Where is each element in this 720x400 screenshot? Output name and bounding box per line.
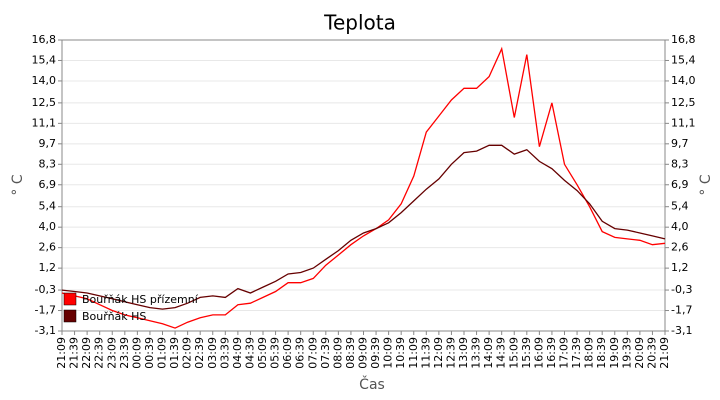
y-tick-label: 1,2 bbox=[39, 261, 57, 274]
y2-tick-label: 12,5 bbox=[671, 96, 696, 109]
x-tick-label: 05:39 bbox=[269, 337, 282, 369]
x-tick-label: 03:39 bbox=[218, 337, 231, 369]
y2-tick-label: 6,9 bbox=[671, 178, 689, 191]
x-tick-label: 17:39 bbox=[570, 337, 583, 369]
y-tick-label: 6,9 bbox=[39, 178, 57, 191]
x-tick-label: 21:39 bbox=[68, 337, 81, 369]
y2-tick-label: 5,4 bbox=[671, 200, 689, 213]
y2-tick-label: 1,2 bbox=[671, 261, 689, 274]
y-tick-label: 15,4 bbox=[32, 53, 57, 66]
x-tick-label: 22:39 bbox=[93, 337, 106, 369]
x-tick-label: 13:09 bbox=[457, 337, 470, 369]
x-tick-label: 08:39 bbox=[344, 337, 357, 369]
legend-label: Bouřňák HS bbox=[82, 310, 146, 323]
x-tick-label: 16:39 bbox=[545, 337, 558, 369]
y-tick-label: 2,6 bbox=[39, 241, 57, 254]
x-tick-label: 19:09 bbox=[608, 337, 621, 369]
x-tick-label: 08:09 bbox=[331, 337, 344, 369]
x-tick-label: 20:09 bbox=[633, 337, 646, 369]
x-tick-label: 18:09 bbox=[583, 337, 596, 369]
y2-tick-label: 14,0 bbox=[671, 74, 696, 87]
x-tick-label: 15:09 bbox=[507, 337, 520, 369]
x-tick-label: 18:39 bbox=[595, 337, 608, 369]
x-tick-label: 07:09 bbox=[306, 337, 319, 369]
y-tick-label: 4,0 bbox=[39, 220, 57, 233]
x-tick-label: 02:09 bbox=[181, 337, 194, 369]
series-line bbox=[61, 144, 666, 310]
x-tick-label: 21:09 bbox=[658, 337, 671, 369]
x-tick-label: 21:09 bbox=[55, 337, 68, 369]
x-tick-label: 11:39 bbox=[419, 337, 432, 369]
x-tick-label: 15:39 bbox=[520, 337, 533, 369]
x-tick-label: 07:39 bbox=[319, 337, 332, 369]
series-line bbox=[61, 46, 666, 329]
y2-axis-label: ° C bbox=[698, 174, 714, 195]
x-tick-label: 01:09 bbox=[156, 337, 169, 369]
x-tick-label: 05:09 bbox=[256, 337, 269, 369]
x-axis-label: Čas bbox=[359, 375, 385, 393]
y2-tick-label: 11,1 bbox=[671, 116, 696, 129]
x-tick-label: 10:39 bbox=[394, 337, 407, 369]
x-tick-label: 12:09 bbox=[432, 337, 445, 369]
legend-swatch bbox=[63, 292, 77, 306]
y2-tick-label: 16,8 bbox=[671, 33, 696, 46]
y2-tick-label: 8,3 bbox=[671, 157, 689, 170]
y2-tick-label: -1,7 bbox=[671, 304, 692, 317]
y-tick-label: 14,0 bbox=[32, 74, 57, 87]
y-tick-label: 5,4 bbox=[39, 200, 57, 213]
x-tick-label: 23:39 bbox=[118, 337, 131, 369]
y-tick-label: -0,3 bbox=[35, 283, 56, 296]
y-tick-label: -3,1 bbox=[35, 324, 56, 337]
x-tick-label: 01:39 bbox=[168, 337, 181, 369]
x-tick-label: 04:39 bbox=[243, 337, 256, 369]
x-tick-label: 04:09 bbox=[231, 337, 244, 369]
x-tick-label: 06:39 bbox=[294, 337, 307, 369]
x-tick-label: 12:39 bbox=[444, 337, 457, 369]
chart-title: Teplota bbox=[323, 11, 396, 35]
x-tick-label: 13:39 bbox=[470, 337, 483, 369]
x-tick-label: 17:09 bbox=[558, 337, 571, 369]
y-tick-label: -1,7 bbox=[35, 304, 56, 317]
x-tick-label: 14:39 bbox=[495, 337, 508, 369]
x-tick-label: 16:09 bbox=[532, 337, 545, 369]
y2-tick-label: -0,3 bbox=[671, 283, 692, 296]
x-tick-label: 14:09 bbox=[482, 337, 495, 369]
x-tick-label: 09:39 bbox=[369, 337, 382, 369]
y-tick-label: 8,3 bbox=[39, 157, 57, 170]
y-tick-label: 12,5 bbox=[32, 96, 57, 109]
x-tick-label: 06:09 bbox=[281, 337, 294, 369]
y2-tick-label: 2,6 bbox=[671, 241, 689, 254]
x-tick-label: 03:09 bbox=[206, 337, 219, 369]
x-tick-label: 20:39 bbox=[645, 337, 658, 369]
x-tick-label: 22:09 bbox=[80, 337, 93, 369]
x-tick-label: 00:09 bbox=[130, 337, 143, 369]
y2-tick-label: -3,1 bbox=[671, 324, 692, 337]
y2-tick-label: 9,7 bbox=[671, 137, 689, 150]
legend-label: Bouřňák HS přízemní bbox=[82, 293, 199, 306]
y-axis-label: ° C bbox=[10, 174, 26, 195]
x-tick-label: 00:39 bbox=[143, 337, 156, 369]
y2-tick-label: 4,0 bbox=[671, 220, 689, 233]
y-tick-label: 9,7 bbox=[39, 137, 57, 150]
y-tick-label: 11,1 bbox=[32, 116, 57, 129]
legend-swatch bbox=[63, 309, 77, 323]
y-tick-label: 16,8 bbox=[32, 33, 57, 46]
x-tick-label: 02:39 bbox=[193, 337, 206, 369]
x-tick-label: 23:09 bbox=[105, 337, 118, 369]
x-tick-label: 09:09 bbox=[357, 337, 370, 369]
x-tick-label: 11:09 bbox=[407, 337, 420, 369]
plot-frame bbox=[61, 39, 666, 332]
x-tick-label: 10:09 bbox=[382, 337, 395, 369]
y2-tick-label: 15,4 bbox=[671, 53, 696, 66]
x-tick-label: 19:39 bbox=[620, 337, 633, 369]
